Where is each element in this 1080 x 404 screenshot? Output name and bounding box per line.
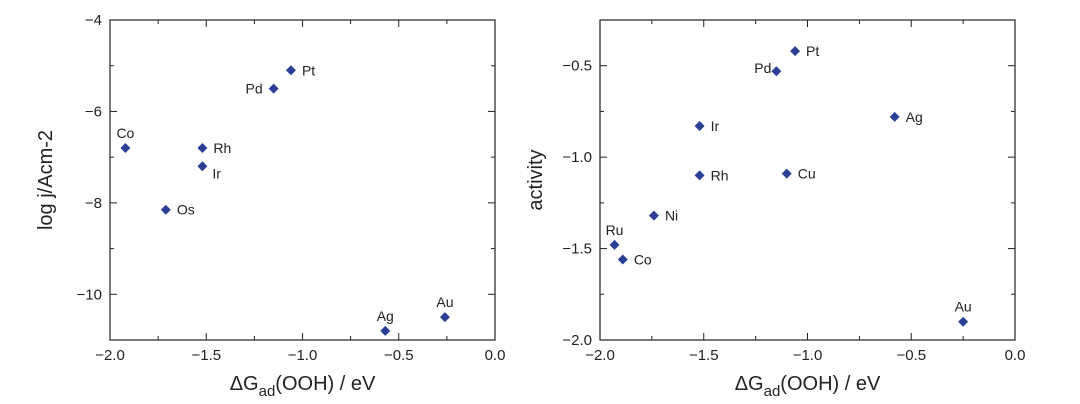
- x-axis-label: ΔGad(OOH) / eV: [230, 373, 376, 400]
- point-label: Au: [436, 294, 453, 310]
- y-tick-label: −4: [85, 12, 102, 29]
- point-rh: [197, 143, 208, 153]
- x-tick-label: −0.5: [896, 347, 926, 364]
- point-label: Ru: [606, 222, 624, 238]
- x-tick-label: −2.0: [585, 347, 615, 364]
- y-axis-label: log j/Acm-2: [35, 130, 57, 230]
- point-ag: [380, 325, 391, 336]
- y-tick-label: −1.5: [562, 241, 592, 258]
- x-tick-label: −1.5: [689, 347, 719, 364]
- chart-left: −2.0 −1.5 −1.0 −0.5 0.0 −10 −8 −6 −4 ΔGad(OOH) / …: [35, 12, 505, 400]
- y-axis-label: activity: [525, 149, 547, 210]
- point-pt: [285, 65, 296, 76]
- point-label: Pt: [302, 62, 315, 78]
- point-os: [160, 204, 171, 215]
- x-axis-label: ΔGad(OOH) / eV: [735, 373, 881, 400]
- chart-right: −2.0 −1.5 −1.0 −0.5 0.0 −2.0 −1.5 −1.0 −0.5 ΔGad(…: [525, 19, 1026, 400]
- y-tick-label: −10: [77, 286, 102, 303]
- point-label: Ir: [212, 165, 221, 181]
- point-pd: [268, 83, 279, 94]
- x-tick-label: −2.0: [95, 347, 125, 364]
- y-tick-label: −8: [85, 195, 102, 212]
- point-label: Au: [955, 299, 972, 315]
- x-tick-label: −0.5: [384, 347, 414, 364]
- point-ir: [694, 121, 705, 132]
- point-ag: [889, 111, 900, 122]
- point-pd: [771, 66, 782, 77]
- x-tick-label: −1.5: [191, 347, 221, 364]
- point-label: Pt: [806, 43, 819, 59]
- point-au: [439, 312, 450, 323]
- point-label: Ir: [711, 118, 720, 134]
- point-label: Ag: [906, 109, 923, 125]
- x-tick-label: 0.0: [485, 347, 506, 364]
- point-pt: [790, 46, 801, 57]
- y-tick-label: −2.0: [562, 332, 592, 349]
- y-tick-label: −0.5: [562, 58, 592, 75]
- point-label: Ni: [665, 208, 678, 224]
- point-ir: [197, 161, 208, 172]
- point-label: Rh: [711, 167, 729, 183]
- x-tick-label: 0.0: [1005, 347, 1026, 364]
- y-tick-label: −1.0: [562, 149, 592, 166]
- point-ru: [609, 239, 620, 250]
- point-label: Co: [116, 125, 134, 141]
- point-cu: [781, 168, 792, 179]
- point-label: Co: [634, 252, 652, 268]
- point-ni: [648, 210, 659, 221]
- point-rh: [694, 170, 705, 181]
- point-label: Os: [177, 202, 195, 218]
- y-tick-label: −6: [85, 103, 102, 120]
- point-label: Pd: [754, 60, 771, 76]
- point-label: Ag: [377, 308, 394, 324]
- x-tick-label: −1.0: [793, 347, 823, 364]
- point-label: Rh: [213, 140, 231, 156]
- point-label: Cu: [798, 166, 816, 182]
- point-label: Pd: [246, 81, 263, 97]
- point-au: [958, 316, 969, 327]
- x-tick-label: −1.0: [288, 347, 318, 364]
- point-co: [120, 143, 131, 153]
- point-co: [617, 254, 628, 265]
